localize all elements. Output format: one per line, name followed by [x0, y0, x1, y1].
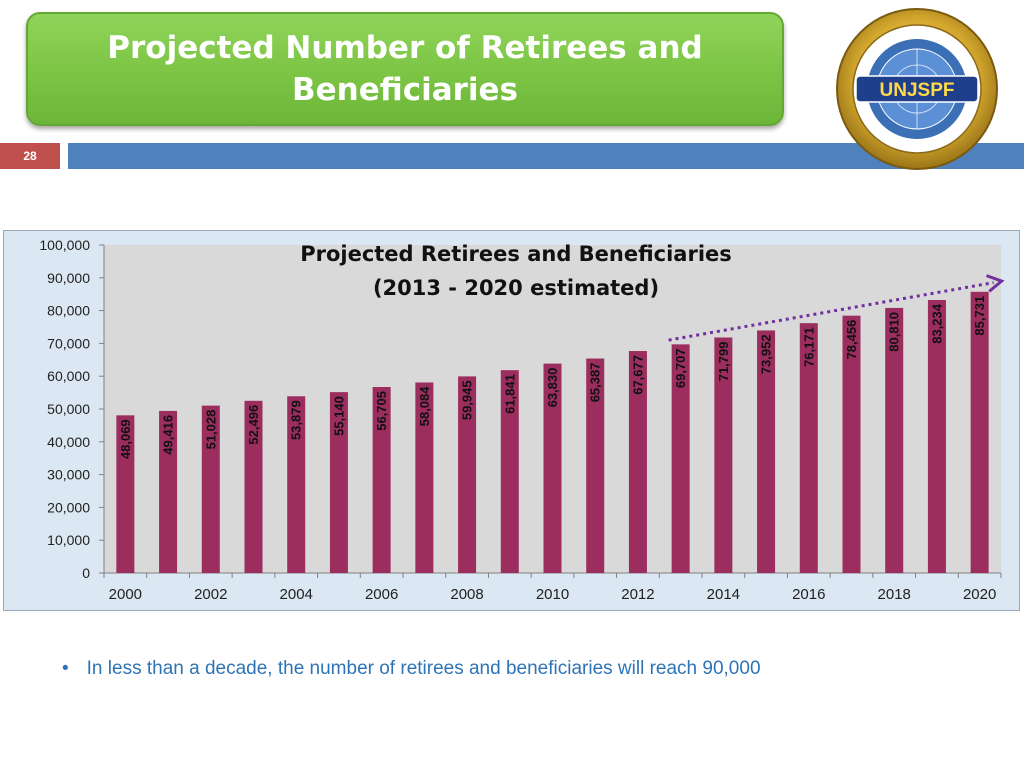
- bullet-dot-icon: •: [62, 658, 69, 679]
- bar: [287, 396, 306, 573]
- x-tick-label: 2004: [280, 586, 313, 603]
- y-tick-label: 10,000: [47, 532, 90, 548]
- bar-chart: 0 10,000 20,000 30,000 40,000 50,000 60,000 70,…: [39, 237, 1005, 603]
- y-tick-label: 0: [82, 565, 90, 581]
- y-tick-label: 30,000: [47, 467, 90, 483]
- bullet-text: In less than a decade, the number of ret…: [86, 658, 761, 679]
- bar: [927, 299, 946, 573]
- bar-data-label: 53,879: [289, 400, 304, 440]
- bar-data-label: 69,707: [673, 348, 688, 388]
- y-tick-label: 100,000: [39, 237, 90, 253]
- x-tick-label: 2020: [963, 586, 996, 603]
- bar: [201, 405, 220, 573]
- y-tick-label: 60,000: [47, 368, 90, 384]
- bar-data-label: 76,171: [801, 327, 816, 367]
- slide-title: Projected Number of Retirees and Benefic…: [107, 30, 703, 108]
- x-axis: 2000 2002 2004 2006 2008 2010 2012 2014 2016 2018…: [103, 572, 1002, 603]
- y-tick-label: 40,000: [47, 434, 90, 450]
- unjspf-seal-icon: UNJSPF: [836, 8, 998, 170]
- x-tick-label: 2012: [621, 586, 654, 603]
- bar-data-label: 55,140: [331, 396, 346, 436]
- bar: [500, 370, 519, 573]
- bar-data-label: 63,830: [545, 368, 560, 408]
- bar-data-label: 52,496: [246, 405, 261, 445]
- slide-number: 28: [0, 143, 60, 169]
- bar-data-label: 71,799: [716, 341, 731, 381]
- bar-data-label: 80,810: [887, 312, 902, 352]
- chart-subtitle: (2013 - 2020 estimated): [373, 276, 659, 300]
- bar-data-label: 48,069: [118, 419, 133, 459]
- bar: [415, 382, 434, 573]
- bar: [671, 344, 690, 573]
- y-tick-label: 90,000: [47, 270, 90, 286]
- y-tick-label: 80,000: [47, 303, 90, 319]
- bar-data-label: 58,084: [417, 386, 432, 427]
- y-tick-label: 70,000: [47, 335, 90, 351]
- bar-data-label: 78,456: [844, 320, 859, 360]
- bar: [757, 330, 776, 573]
- chart-title: Projected Retirees and Beneficiaries: [300, 242, 732, 266]
- bar-data-label: 83,234: [929, 303, 944, 344]
- bar: [329, 392, 348, 573]
- data-labels: 48,069 49,416 51,028 52,496 53,879 55,140 56,7…: [118, 296, 987, 459]
- bar: [586, 358, 605, 573]
- bar: [372, 387, 391, 573]
- x-tick-label: 2000: [109, 586, 142, 603]
- y-tick-label: 50,000: [47, 401, 90, 417]
- bar-data-label: 61,841: [502, 374, 517, 414]
- x-tick-label: 2010: [536, 586, 569, 603]
- y-axis: 0 10,000 20,000 30,000 40,000 50,000 60,000 70,…: [39, 237, 105, 581]
- bar-data-label: 49,416: [161, 415, 176, 455]
- trend-arrow-head-icon: [985, 274, 1005, 293]
- bar: [116, 415, 135, 573]
- chart-container: 0 10,000 20,000 30,000 40,000 50,000 60,000 70,…: [3, 230, 1020, 611]
- bar-data-label: 56,705: [374, 391, 389, 431]
- bar: [970, 291, 989, 573]
- bar: [714, 337, 733, 573]
- bar-data-label: 59,945: [460, 380, 475, 420]
- trend-arrow: [668, 274, 1005, 342]
- bullet-point: • In less than a decade, the number of r…: [62, 658, 761, 680]
- x-tick-label: 2018: [878, 586, 911, 603]
- title-banner: Projected Number of Retirees and Benefic…: [26, 12, 784, 126]
- bar: [885, 307, 904, 573]
- x-tick-label: 2006: [365, 586, 398, 603]
- bar-data-label: 65,387: [588, 363, 603, 403]
- bar: [543, 363, 562, 573]
- trend-arrow-line: [668, 281, 994, 342]
- x-tick-label: 2016: [792, 586, 825, 603]
- bar-data-label: 51,028: [203, 410, 218, 450]
- bar: [628, 351, 647, 573]
- bar-data-label: 67,677: [630, 355, 645, 395]
- bar: [458, 376, 477, 573]
- x-tick-label: 2008: [450, 586, 483, 603]
- bar-data-label: 85,731: [972, 296, 987, 336]
- logo-text: UNJSPF: [880, 80, 955, 101]
- y-tick-label: 20,000: [47, 499, 90, 515]
- bar: [842, 315, 861, 573]
- x-tick-label: 2014: [707, 586, 740, 603]
- bar: [799, 323, 818, 573]
- bar: [244, 400, 263, 573]
- bar-data-label: 73,952: [759, 334, 774, 374]
- x-tick-label: 2002: [194, 586, 227, 603]
- bars: [116, 291, 989, 573]
- bar: [159, 410, 178, 573]
